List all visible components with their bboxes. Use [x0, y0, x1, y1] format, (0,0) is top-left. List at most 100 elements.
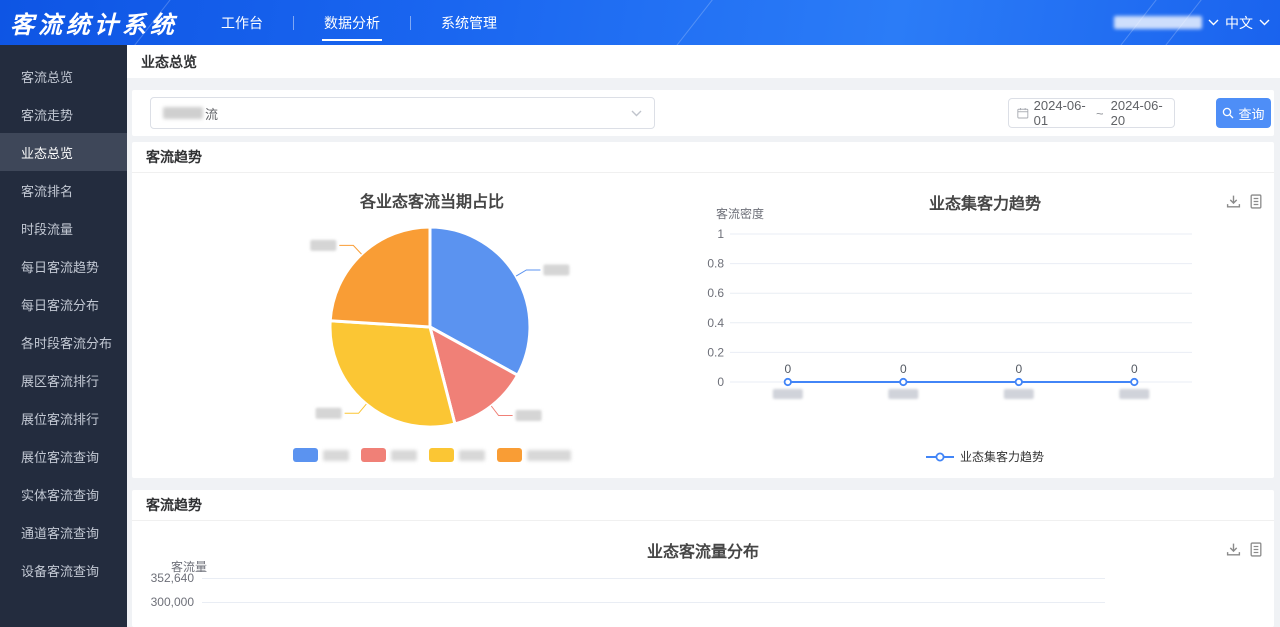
download-icon[interactable]	[1226, 194, 1241, 209]
legend-swatch	[361, 448, 386, 462]
distribution-y-axis-name: 客流量	[170, 560, 207, 574]
sidebar-item-1[interactable]: 客流走势	[21, 107, 74, 123]
pie-slice-0[interactable]	[428, 225, 532, 377]
download-icon[interactable]	[1226, 542, 1241, 557]
distribution-chart-title: 业态客流量分布	[646, 544, 759, 561]
sidebar-item-7[interactable]: 各时段客流分布	[21, 335, 113, 351]
select-value-suffix: 流	[205, 106, 219, 122]
pie-legend	[132, 448, 732, 462]
main-content: 业态总览 流 2024-06-01 ~	[127, 45, 1280, 627]
data-view-icon[interactable]	[1249, 542, 1263, 557]
trend-card-header: 客流趋势	[132, 142, 1274, 173]
app-logo: 客流统计系统	[10, 10, 178, 39]
pie-label-line	[490, 405, 513, 416]
x-category-redacted	[888, 389, 919, 399]
navbar-decoration	[672, 0, 729, 45]
chart-toolbox	[1226, 542, 1263, 557]
sidebar-item-9[interactable]: 展位客流排行	[21, 411, 100, 427]
point-label: 0	[1131, 362, 1138, 376]
sidebar-item-5[interactable]: 每日客流趋势	[21, 259, 100, 275]
pie-slice-3[interactable]	[328, 225, 432, 329]
sidebar: 客流总览客流走势业态总览客流排名时段流量每日客流趋势 每日客流分布 各时段客流分布展…	[0, 45, 127, 627]
line-chart[interactable]: 客流密度 1 0.8 0.6 0.4 0.2 0 0 0 0 0	[700, 204, 1270, 404]
nav-item-1[interactable]: 数据分析	[308, 0, 396, 45]
point-label: 0	[784, 362, 791, 376]
language-switcher[interactable]: 中文	[1225, 14, 1253, 31]
select-value-redacted	[163, 107, 203, 119]
line-chart-title: 业态集客力趋势	[928, 196, 1041, 213]
pie-legend-item-0[interactable]	[293, 448, 349, 462]
sidebar-item-2[interactable]: 业态总览	[0, 133, 127, 171]
date-range-picker[interactable]: 2024-06-01 ~ 2024-06-20	[1008, 98, 1175, 128]
pie-label-redacted	[315, 407, 342, 419]
legend-label-redacted	[527, 449, 571, 461]
legend-swatch	[497, 448, 522, 462]
legend-label-redacted	[323, 449, 349, 461]
nav-item-0[interactable]: 工作台	[221, 14, 263, 31]
search-icon	[1223, 107, 1234, 119]
legend-label-redacted	[391, 449, 417, 461]
pie-label-redacted	[515, 410, 542, 421]
nav-separator	[410, 15, 411, 30]
username-redacted[interactable]	[1114, 16, 1202, 29]
line-y-axis-name: 客流密度	[716, 206, 764, 221]
line-y-tick: 0.6	[707, 286, 724, 300]
language-chevron-down-icon[interactable]	[1259, 19, 1270, 26]
line-y-tick: 0.8	[707, 257, 724, 271]
data-point-3[interactable]	[1130, 377, 1139, 387]
distribution-y-tick: 300,000	[150, 595, 194, 609]
nav-item-2[interactable]: 系统管理	[441, 14, 497, 31]
data-point-2[interactable]	[1014, 377, 1023, 387]
top-navbar: 客流统计系统 工作台 数据分析 系统管理 中文	[0, 0, 1280, 45]
pie-legend-item-2[interactable]	[429, 448, 485, 462]
page-title: 业态总览	[127, 45, 1280, 78]
pie-label-redacted	[310, 239, 337, 251]
calendar-icon	[1017, 108, 1029, 119]
data-view-icon[interactable]	[1249, 194, 1263, 209]
venue-select-value: 流	[163, 104, 218, 123]
line-y-tick: 0.2	[707, 345, 724, 359]
trend-card: 客流趋势 各业态客流当期占比 业态集客力趋势	[132, 142, 1274, 478]
point-label: 0	[1015, 362, 1022, 376]
line-legend[interactable]: 业态集客力趋势	[700, 448, 1270, 465]
pie-legend-item-3[interactable]	[497, 448, 571, 462]
date-separator: ~	[1096, 105, 1104, 121]
sidebar-item-3[interactable]: 客流排名	[21, 183, 74, 199]
venue-select[interactable]: 流	[150, 97, 655, 129]
date-end[interactable]: 2024-06-20	[1110, 98, 1163, 128]
data-point-1[interactable]	[899, 377, 908, 387]
x-category-redacted	[1003, 389, 1034, 399]
line-y-tick: 0	[717, 375, 724, 389]
filter-bar: 流 2024-06-01 ~ 2024-06-20	[132, 90, 1274, 136]
sidebar-item-0[interactable]: 客流总览	[21, 69, 74, 85]
pie-slice-2[interactable]	[328, 319, 457, 429]
user-chevron-down-icon[interactable]	[1208, 19, 1219, 26]
x-category-redacted	[1119, 389, 1150, 399]
sidebar-item-12[interactable]: 通道客流查询	[21, 525, 100, 541]
sidebar-item-13[interactable]: 设备客流查询	[21, 563, 100, 579]
pie-label-line	[339, 244, 362, 255]
pie-chart[interactable]	[260, 207, 600, 447]
gridline	[202, 602, 1105, 603]
data-point-0[interactable]	[783, 377, 792, 387]
point-label: 0	[900, 362, 907, 376]
distribution-y-tick: 352,640	[150, 571, 194, 585]
pie-legend-item-1[interactable]	[361, 448, 417, 462]
line-y-tick: 1	[717, 227, 724, 241]
date-start[interactable]: 2024-06-01	[1033, 98, 1086, 128]
line-legend-label: 业态集客力趋势	[959, 450, 1044, 464]
sidebar-item-10[interactable]: 展位客流查询	[21, 449, 100, 465]
query-button[interactable]: 查询	[1216, 98, 1271, 128]
line-legend-marker	[925, 452, 954, 461]
pie-label-line	[515, 269, 541, 277]
legend-swatch	[293, 448, 318, 462]
sidebar-item-6[interactable]: 每日客流分布	[21, 297, 100, 313]
distribution-card-header: 客流趋势	[132, 490, 1274, 521]
pie-label-redacted	[543, 264, 570, 276]
sidebar-item-8[interactable]: 展区客流排行	[21, 373, 100, 389]
sidebar-item-11[interactable]: 实体客流查询	[21, 487, 100, 503]
chart-toolbox	[1226, 194, 1263, 209]
sidebar-item-4[interactable]: 时段流量	[21, 221, 74, 237]
line-y-tick: 0.4	[707, 316, 724, 330]
